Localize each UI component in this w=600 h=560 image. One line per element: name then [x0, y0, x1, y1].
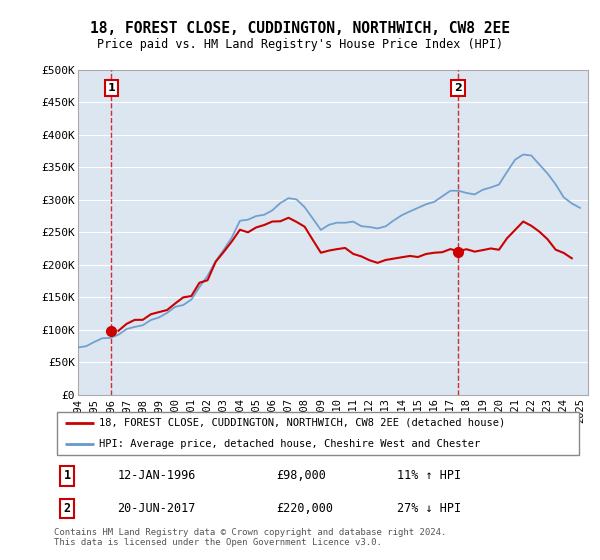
- Text: 11% ↑ HPI: 11% ↑ HPI: [397, 469, 461, 482]
- Text: 27% ↓ HPI: 27% ↓ HPI: [397, 502, 461, 515]
- Text: Price paid vs. HM Land Registry's House Price Index (HPI): Price paid vs. HM Land Registry's House …: [97, 38, 503, 51]
- Text: 2: 2: [454, 83, 462, 93]
- Text: £220,000: £220,000: [276, 502, 333, 515]
- Text: 2: 2: [64, 502, 71, 515]
- Text: HPI: Average price, detached house, Cheshire West and Chester: HPI: Average price, detached house, Ches…: [99, 439, 480, 449]
- Text: 20-JUN-2017: 20-JUN-2017: [118, 502, 196, 515]
- Text: Contains HM Land Registry data © Crown copyright and database right 2024.
This d: Contains HM Land Registry data © Crown c…: [54, 528, 446, 548]
- Text: £98,000: £98,000: [276, 469, 326, 482]
- FancyBboxPatch shape: [56, 412, 580, 455]
- Text: 12-JAN-1996: 12-JAN-1996: [118, 469, 196, 482]
- Text: 18, FOREST CLOSE, CUDDINGTON, NORTHWICH, CW8 2EE: 18, FOREST CLOSE, CUDDINGTON, NORTHWICH,…: [90, 21, 510, 36]
- Text: 1: 1: [64, 469, 71, 482]
- Text: 1: 1: [107, 83, 115, 93]
- Text: 18, FOREST CLOSE, CUDDINGTON, NORTHWICH, CW8 2EE (detached house): 18, FOREST CLOSE, CUDDINGTON, NORTHWICH,…: [99, 418, 505, 428]
